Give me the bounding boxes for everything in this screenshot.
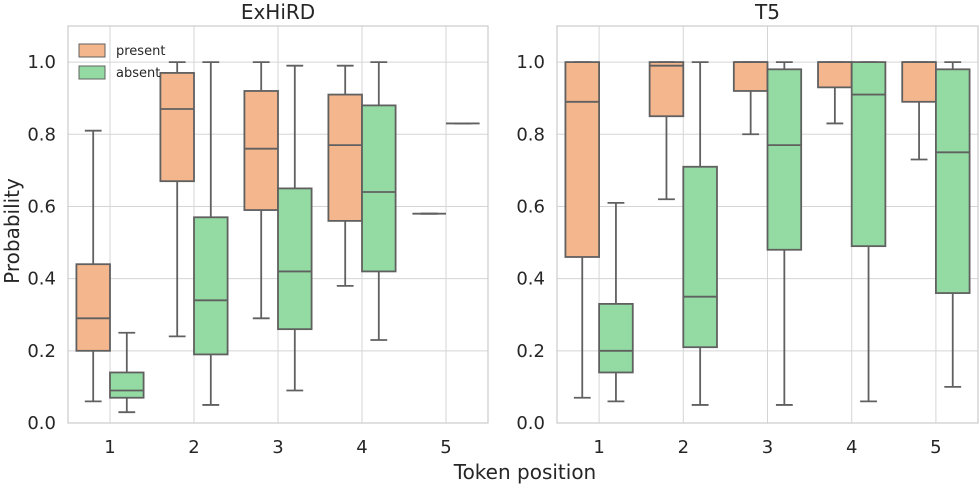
panels: 0.00.20.40.60.81.01 2 3 4 5ExHiRD0.00.20.40.… [27, 0, 979, 458]
x-axis-label: Token position [453, 460, 596, 484]
box-absent-5 [935, 61, 971, 388]
y-tick-label: 0.2 [516, 341, 545, 362]
box-present-2 [648, 61, 685, 201]
box-present-5 [901, 61, 937, 161]
iqr-box-present-4 [327, 93, 363, 222]
iqr-box-present-4 [817, 61, 853, 89]
legend-swatch-absent [78, 65, 106, 80]
plot-frame [556, 25, 979, 424]
legend-label-present: present [116, 44, 165, 59]
y-tick-label: 0.8 [516, 124, 545, 145]
y-tick-label: 0.4 [27, 269, 56, 290]
box-absent-1 [109, 331, 145, 414]
x-tick-label: 2 [188, 437, 199, 458]
iqr-box-absent-4 [850, 61, 887, 248]
panel-t5: 0.0 0.2 0.4 0.6 0.8 1.0 1 2 3 4 5 T5 [516, 0, 979, 458]
y-axis-label: Probability [0, 178, 24, 284]
panel-exhird: 0.0 0.2 0.4 0.6 0.8 1.0 1 2 3 4 5 ExHiRD [27, 0, 489, 458]
x-tick-label: 2 [678, 437, 689, 458]
y-tick-label: 1.0 [516, 52, 545, 73]
box-absent-2 [682, 61, 718, 406]
iqr-box-absent-2 [193, 216, 229, 356]
iqr-box-present-5 [901, 61, 937, 103]
legend: present absent [78, 43, 165, 81]
y-tick-label: 0.6 [516, 196, 545, 217]
iqr-box-absent-1 [598, 302, 634, 374]
legend-label-absent: absent [116, 66, 160, 81]
iqr-box-present-3 [243, 90, 279, 211]
box-present-3 [243, 61, 279, 320]
box-absent-3 [277, 64, 313, 392]
x-tick-label: 5 [440, 437, 451, 458]
y-tick-label: 0.0 [27, 413, 56, 434]
iqr-box-absent-1 [109, 371, 145, 399]
x-tick-label: 4 [846, 437, 857, 458]
y-tick-label: 0.0 [516, 413, 545, 434]
panel-title: ExHiRD [241, 0, 315, 24]
iqr-box-absent-3 [277, 187, 313, 331]
box-present-1 [75, 129, 111, 403]
x-tick-label: 4 [356, 437, 367, 458]
box-present-2 [159, 61, 195, 338]
panel-title: T5 [754, 0, 780, 24]
x-tick-label: 3 [272, 437, 283, 458]
iqr-box-present-3 [732, 61, 769, 92]
iqr-box-present-1 [75, 263, 111, 352]
iqr-box-present-2 [648, 61, 685, 118]
x-tick-label: 1 [593, 437, 604, 458]
y-tick-label: 1.0 [27, 52, 56, 73]
box-absent-4 [361, 61, 397, 341]
iqr-box-absent-2 [682, 165, 718, 349]
x-tick-label: 3 [762, 437, 773, 458]
box-absent-4 [850, 61, 887, 403]
legend-swatch-present [78, 43, 106, 58]
iqr-box-present-1 [564, 61, 600, 258]
box-present-4 [817, 61, 853, 125]
iqr-box-absent-4 [361, 104, 397, 273]
plot-frame [67, 25, 489, 424]
iqr-box-present-2 [159, 72, 195, 183]
y-tick-label: 0.8 [27, 124, 56, 145]
x-tick-label: 5 [930, 437, 941, 458]
iqr-box-absent-5 [935, 68, 971, 294]
box-absent-3 [766, 61, 803, 406]
box-present-4 [327, 64, 363, 287]
box-present-3 [732, 61, 769, 136]
box-absent-2 [193, 61, 229, 406]
y-tick-label: 0.6 [27, 196, 56, 217]
iqr-box-absent-3 [766, 68, 803, 251]
y-tick-label: 0.4 [516, 269, 545, 290]
box-absent-1 [598, 201, 634, 403]
x-tick-label: 1 [104, 437, 115, 458]
box-present-1 [564, 61, 600, 399]
y-tick-label: 0.2 [27, 341, 56, 362]
